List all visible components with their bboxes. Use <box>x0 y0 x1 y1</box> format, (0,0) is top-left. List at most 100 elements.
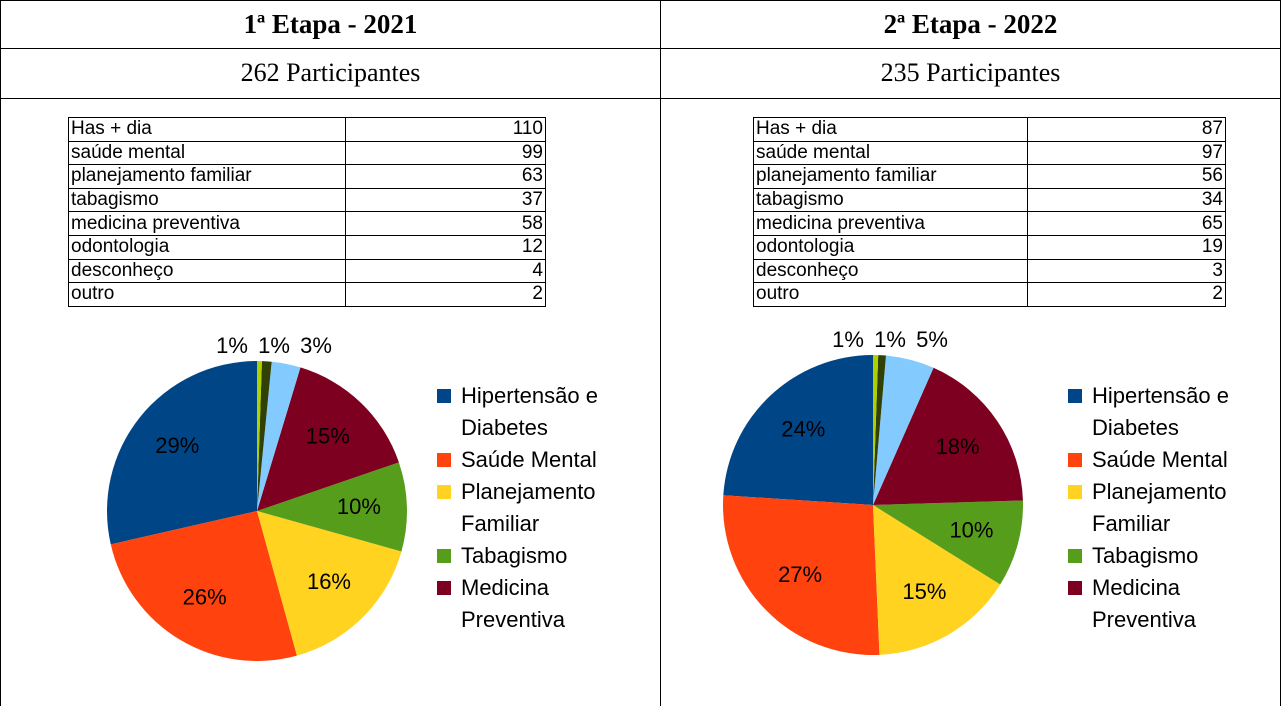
row-label: medicina preventiva <box>753 211 1028 236</box>
row-value: 87 <box>1026 117 1227 142</box>
row-label: medicina preventiva <box>68 211 346 236</box>
row-label: saúde mental <box>753 140 1028 166</box>
legend-label: Medicina Preventiva <box>1092 575 1196 632</box>
row-value: 63 <box>344 164 547 189</box>
legend-item: Saúde Mental <box>437 444 612 476</box>
row-value: 4 <box>344 258 547 284</box>
legend-swatch <box>437 549 451 563</box>
row-value: 37 <box>344 187 547 213</box>
table-row: saúde mental 99 <box>68 140 547 166</box>
table-row: outro 2 <box>68 282 547 307</box>
pie-slice <box>257 367 399 511</box>
row-value: 3 <box>1026 258 1227 284</box>
pie-slice <box>110 511 297 661</box>
row-label: outro <box>68 282 346 307</box>
pie-slice <box>257 361 301 511</box>
table-row: planejamento familiar 63 <box>68 164 547 189</box>
pie-slice <box>873 367 1023 505</box>
slice-label: 15% <box>306 423 350 448</box>
legend-swatch <box>1068 485 1082 499</box>
row-label: planejamento familiar <box>68 164 346 189</box>
legend-item: Planejamento Familiar <box>437 476 612 540</box>
pie-slice <box>257 511 402 656</box>
slice-label: 26% <box>183 584 227 609</box>
panel-body <box>0 98 660 706</box>
legend-label: Saúde Mental <box>1092 447 1228 472</box>
pie-slice <box>873 355 879 505</box>
legend-swatch <box>437 389 451 403</box>
row-label: tabagismo <box>68 187 346 213</box>
legend-item: Tabagismo <box>1068 540 1243 572</box>
panel-title: 1ª Etapa - 2021 <box>0 0 660 48</box>
row-value: 65 <box>1026 211 1227 236</box>
table-row: tabagismo 37 <box>68 187 547 213</box>
legend-item: Saúde Mental <box>1068 444 1243 476</box>
panel-subtitle: 262 Participantes <box>0 48 660 98</box>
legend-item: Planejamento Familiar <box>1068 476 1243 540</box>
slice-label: 16% <box>307 569 351 594</box>
table-row: planejamento familiar 56 <box>753 164 1227 189</box>
legend-swatch <box>1068 549 1082 563</box>
legend-label: Hipertensão e Diabetes <box>1092 383 1229 440</box>
pie-slice <box>257 462 408 552</box>
table-row: odontologia 12 <box>68 234 547 260</box>
legend: Hipertensão e Diabetes Saúde Mental Planej… <box>437 380 612 636</box>
table-row: desconheço 3 <box>753 258 1227 284</box>
slice-label: 27% <box>778 562 822 587</box>
slice-label: 1% <box>216 333 248 358</box>
table-row: medicina preventiva 58 <box>68 211 547 236</box>
legend-label: Planejamento Familiar <box>1092 479 1227 536</box>
pie-slice <box>107 361 257 545</box>
row-label: Has + dia <box>68 117 346 142</box>
row-value: 56 <box>1026 164 1227 189</box>
table-row: Has + dia 87 <box>753 117 1227 142</box>
legend-label: Tabagismo <box>461 543 568 568</box>
pie-slice <box>873 355 886 505</box>
table-row: saúde mental 97 <box>753 140 1227 166</box>
legend-item: Tabagismo <box>437 540 612 572</box>
table-row: outro 2 <box>753 282 1227 307</box>
legend-label: Planejamento Familiar <box>461 479 596 536</box>
table-row: Has + dia 110 <box>68 117 547 142</box>
pie-slice <box>873 505 1001 655</box>
row-label: Has + dia <box>753 117 1028 142</box>
legend-swatch <box>1068 581 1082 595</box>
legend-label: Medicina Preventiva <box>461 575 565 632</box>
pie-slice <box>723 355 873 505</box>
pie-slice <box>873 355 934 505</box>
slice-label: 1% <box>258 333 290 358</box>
slice-label: 15% <box>902 579 946 604</box>
slice-label: 10% <box>949 517 993 542</box>
legend-label: Saúde Mental <box>461 447 597 472</box>
legend-swatch <box>1068 453 1082 467</box>
panel-subtitle: 235 Participantes <box>660 48 1281 98</box>
table-row: medicina preventiva 65 <box>753 211 1227 236</box>
row-label: desconheço <box>753 258 1028 284</box>
slice-label: 5% <box>916 327 948 352</box>
row-label: saúde mental <box>68 140 346 166</box>
table-row: odontologia 19 <box>753 234 1227 260</box>
pie-slice <box>257 361 262 511</box>
row-value: 110 <box>344 117 547 142</box>
row-label: odontologia <box>753 234 1028 260</box>
legend-label: Tabagismo <box>1092 543 1199 568</box>
legend-item: Medicina Preventiva <box>1068 572 1243 636</box>
legend-item: Medicina Preventiva <box>437 572 612 636</box>
row-value: 19 <box>1026 234 1227 260</box>
row-value: 97 <box>1026 140 1227 166</box>
row-value: 99 <box>344 140 547 166</box>
table-row: tabagismo 34 <box>753 187 1227 213</box>
table-row: desconheço 4 <box>68 258 547 284</box>
row-label: outro <box>753 282 1028 307</box>
row-label: tabagismo <box>753 187 1028 213</box>
legend-item: Hipertensão e Diabetes <box>437 380 612 444</box>
row-label: planejamento familiar <box>753 164 1028 189</box>
legend-label: Hipertensão e Diabetes <box>461 383 598 440</box>
panel-title: 2ª Etapa - 2022 <box>660 0 1281 48</box>
legend-swatch <box>1068 389 1082 403</box>
row-value: 12 <box>344 234 547 260</box>
slice-label: 3% <box>300 333 332 358</box>
pie-slice <box>257 361 272 511</box>
row-label: desconheço <box>68 258 346 284</box>
